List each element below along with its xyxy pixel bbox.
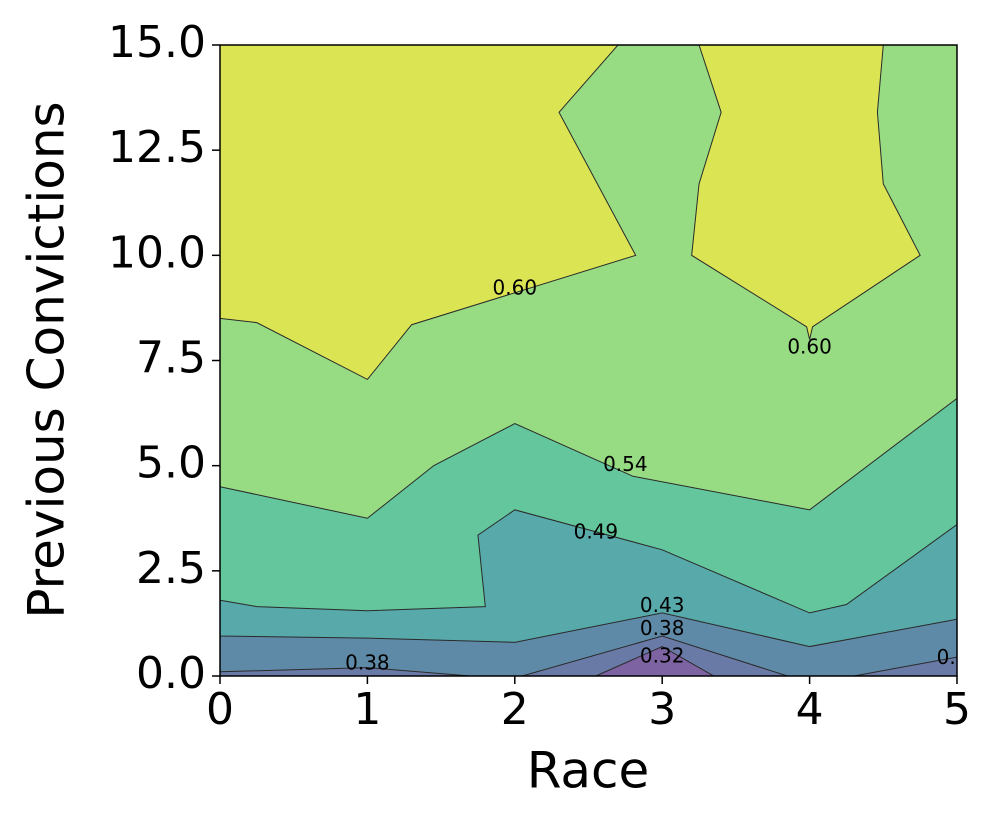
plot-area: 0.600.600.540.490.430.380.320.38 0.3 <box>220 45 969 676</box>
contour-region <box>691 45 921 340</box>
x-tick-label: 1 <box>353 684 381 735</box>
x-tick-label: 2 <box>501 684 529 735</box>
contour-label: 0.3 <box>937 645 969 669</box>
x-tick-label: 5 <box>943 684 971 735</box>
y-tick-label: 7.5 <box>136 333 206 384</box>
contour-label: 0.60 <box>493 275 538 299</box>
contour-label: 0.60 <box>787 334 832 358</box>
y-tick-label: 0.0 <box>136 648 206 699</box>
contour-label: 0.38 <box>640 616 685 640</box>
x-tick-label: 4 <box>796 684 824 735</box>
x-tick-label: 0 <box>206 684 234 735</box>
x-tick-label: 3 <box>648 684 676 735</box>
y-tick-label: 12.5 <box>108 122 206 173</box>
y-tick-label: 5.0 <box>136 438 206 489</box>
contour-label: 0.32 <box>640 644 685 668</box>
contour-label: 0.49 <box>574 519 619 543</box>
y-tick-label: 10.0 <box>108 227 206 278</box>
y-tick-label: 2.5 <box>136 543 206 594</box>
y-tick-label: 15.0 <box>108 17 206 68</box>
contour-label: 0.54 <box>603 452 648 476</box>
contour-region <box>220 45 637 381</box>
contour-label: 0.43 <box>640 593 685 617</box>
contour-label: 0.38 <box>345 651 390 675</box>
y-axis-label: Previous Convictions <box>18 101 76 618</box>
x-axis-label: Race <box>527 742 650 800</box>
